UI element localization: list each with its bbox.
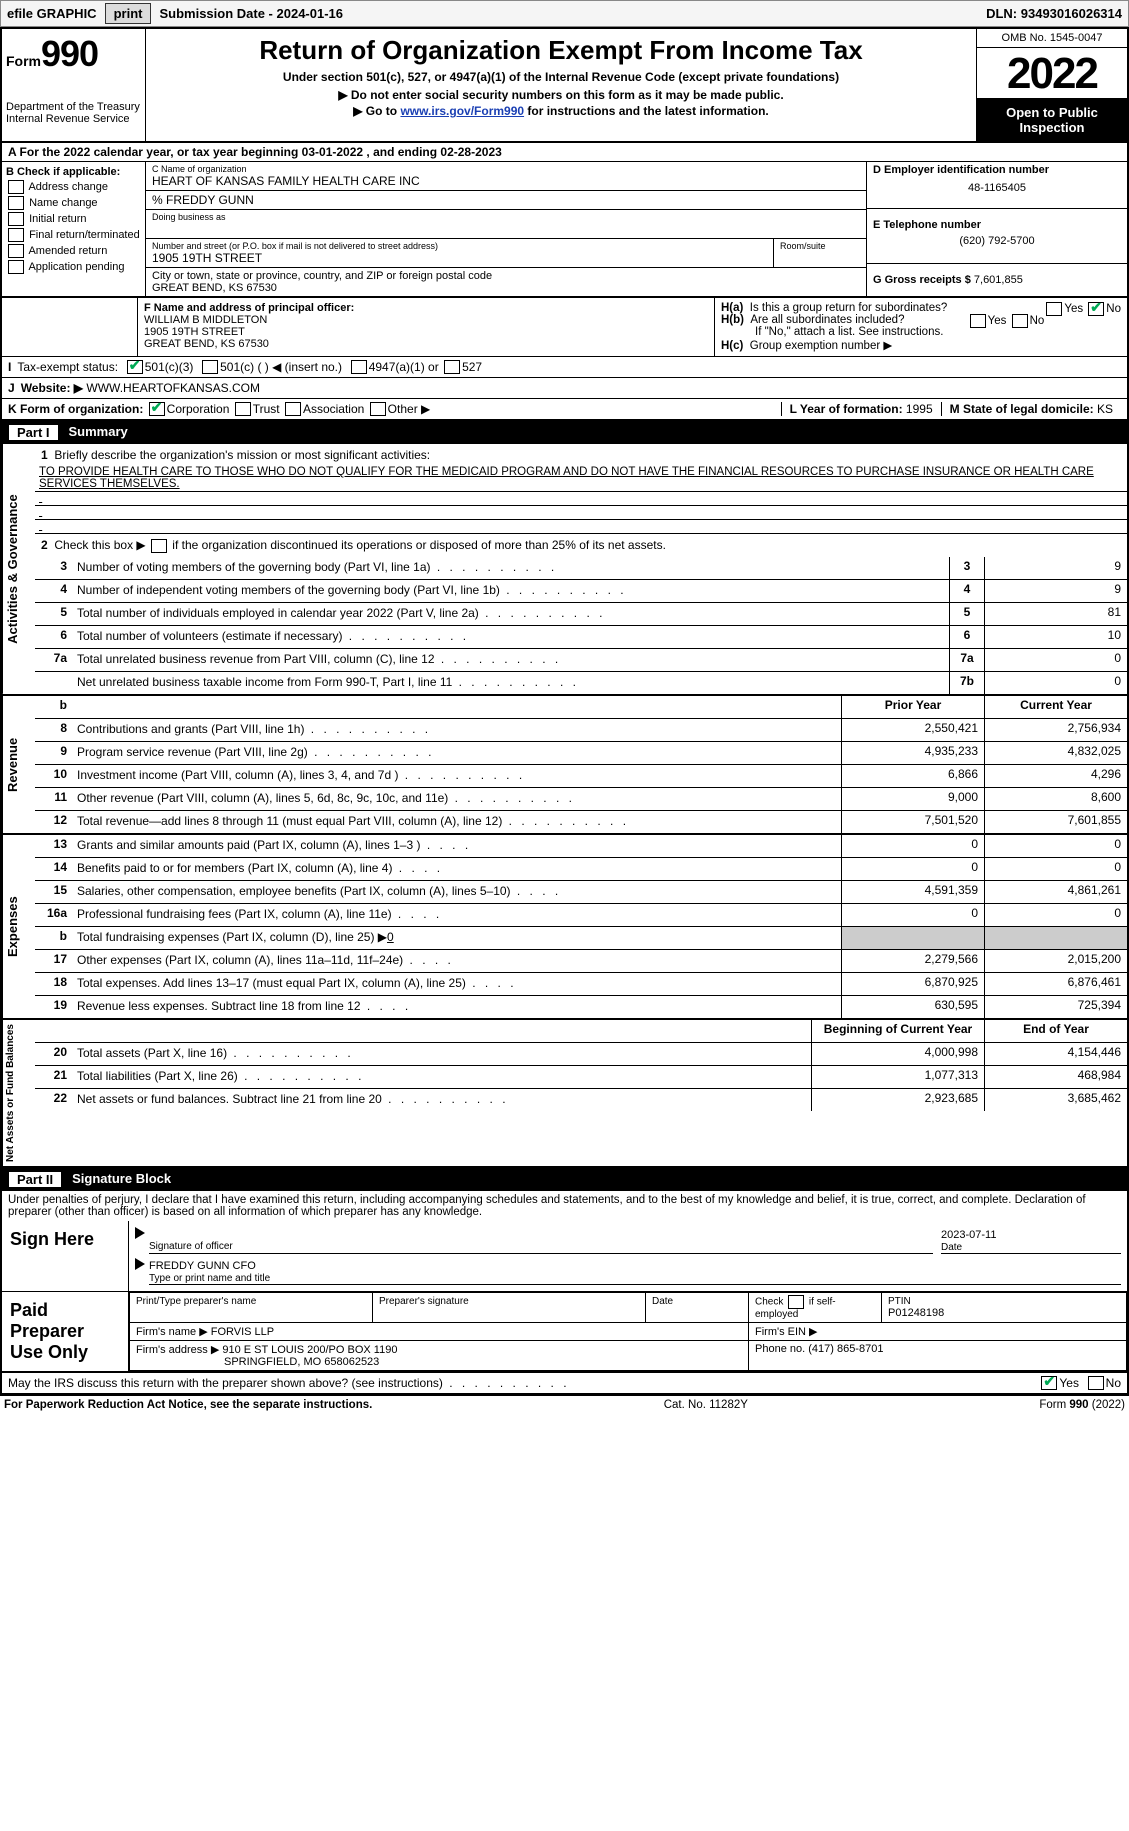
form-title: Return of Organization Exempt From Incom…	[154, 35, 968, 66]
summary-row: 5 Total number of individuals employed i…	[35, 603, 1127, 626]
entity-header: B Check if applicable: Address change Na…	[0, 162, 1129, 298]
checkbox-address-change[interactable]	[8, 180, 24, 194]
sign-arrow-icon	[135, 1258, 145, 1270]
summary-row: b Total fundraising expenses (Part IX, c…	[35, 927, 1127, 950]
part1-revenue: Revenue b Prior Year Current Year 8 Cont…	[0, 696, 1129, 835]
summary-row: 21 Total liabilities (Part X, line 26) 1…	[35, 1066, 1127, 1089]
i-527[interactable]	[444, 360, 460, 374]
checkbox-name-change[interactable]	[8, 196, 24, 210]
section-klm: K Form of organization: Corporation Trus…	[0, 399, 1129, 421]
k-corp[interactable]	[149, 402, 165, 416]
may-irs-no[interactable]	[1088, 1376, 1104, 1390]
part1-net: Net Assets or Fund Balances Beginning of…	[0, 1020, 1129, 1168]
summary-row: 7a Total unrelated business revenue from…	[35, 649, 1127, 672]
summary-row: 8 Contributions and grants (Part VIII, l…	[35, 719, 1127, 742]
summary-row: 13 Grants and similar amounts paid (Part…	[35, 835, 1127, 858]
k-assoc[interactable]	[285, 402, 301, 416]
may-irs-row: May the IRS discuss this return with the…	[0, 1373, 1129, 1395]
part1-header: Part I Summary	[0, 421, 1129, 444]
summary-row: 15 Salaries, other compensation, employe…	[35, 881, 1127, 904]
preparer-table: Print/Type preparer's name Preparer's si…	[129, 1292, 1127, 1371]
section-i: I Tax-exempt status: 501(c)(3) 501(c) ( …	[0, 357, 1129, 378]
submission-label: Submission Date - 2024-01-16	[153, 4, 349, 23]
efile-label: efile GRAPHIC	[1, 4, 103, 23]
summary-row: 6 Total number of volunteers (estimate i…	[35, 626, 1127, 649]
form-id-col: Form990 Department of the Treasury Inter…	[2, 29, 146, 141]
summary-row: 3 Number of voting members of the govern…	[35, 557, 1127, 580]
i-501c[interactable]	[202, 360, 218, 374]
section-j: J Website: ▶ WWW.HEARTOFKANSAS.COM	[0, 378, 1129, 399]
dln: DLN: 93493016026314	[980, 4, 1128, 23]
checkbox-amended[interactable]	[8, 244, 24, 258]
checkbox-app-pending[interactable]	[8, 260, 24, 274]
summary-row: 14 Benefits paid to or for members (Part…	[35, 858, 1127, 881]
part1-ag: Activities & Governance 1 Briefly descri…	[0, 444, 1129, 696]
summary-row: 17 Other expenses (Part IX, column (A), …	[35, 950, 1127, 973]
summary-row: Net unrelated business taxable income fr…	[35, 672, 1127, 694]
checkbox-initial[interactable]	[8, 212, 24, 226]
ha-yes[interactable]	[1046, 302, 1062, 316]
section-b: B Check if applicable: Address change Na…	[2, 162, 146, 296]
part1-expenses: Expenses 13 Grants and similar amounts p…	[0, 835, 1129, 1020]
summary-row: 4 Number of independent voting members o…	[35, 580, 1127, 603]
k-other[interactable]	[370, 402, 386, 416]
self-employed-checkbox[interactable]	[788, 1295, 804, 1309]
tax-year-row: A For the 2022 calendar year, or tax yea…	[0, 143, 1129, 162]
q2-checkbox[interactable]	[151, 539, 167, 553]
form-title-col: Return of Organization Exempt From Incom…	[146, 29, 976, 141]
summary-row: 18 Total expenses. Add lines 13–17 (must…	[35, 973, 1127, 996]
part2-header: Part II Signature Block	[0, 1168, 1129, 1191]
section-c: C Name of organization HEART OF KANSAS F…	[146, 162, 866, 296]
i-501c3[interactable]	[127, 360, 143, 374]
topbar: efile GRAPHIC print Submission Date - 20…	[0, 0, 1129, 27]
checkbox-final[interactable]	[8, 228, 24, 242]
summary-row: 12 Total revenue—add lines 8 through 11 …	[35, 811, 1127, 833]
print-button[interactable]: print	[105, 3, 152, 24]
form-header: Form990 Department of the Treasury Inter…	[0, 27, 1129, 143]
ha-no[interactable]	[1088, 302, 1104, 316]
summary-row: 10 Investment income (Part VIII, column …	[35, 765, 1127, 788]
section-f-h: F Name and address of principal officer:…	[0, 298, 1129, 357]
k-trust[interactable]	[235, 402, 251, 416]
year-col: OMB No. 1545-0047 2022 Open to Public In…	[976, 29, 1127, 141]
summary-row: 11 Other revenue (Part VIII, column (A),…	[35, 788, 1127, 811]
summary-row: 19 Revenue less expenses. Subtract line …	[35, 996, 1127, 1018]
summary-row: 22 Net assets or fund balances. Subtract…	[35, 1089, 1127, 1111]
section-deg: D Employer identification number 48-1165…	[866, 162, 1127, 296]
summary-row: 20 Total assets (Part X, line 16) 4,000,…	[35, 1043, 1127, 1066]
summary-row: 9 Program service revenue (Part VIII, li…	[35, 742, 1127, 765]
instructions-link[interactable]: www.irs.gov/Form990	[400, 104, 524, 118]
hb-no[interactable]	[1012, 314, 1028, 328]
summary-row: 16a Professional fundraising fees (Part …	[35, 904, 1127, 927]
hb-yes[interactable]	[970, 314, 986, 328]
sign-arrow-icon	[135, 1227, 145, 1239]
may-irs-yes[interactable]	[1041, 1376, 1057, 1390]
signature-block: Sign Here Signature of officer 2023-07-1…	[0, 1221, 1129, 1373]
declaration-text: Under penalties of perjury, I declare th…	[0, 1191, 1129, 1221]
i-4947[interactable]	[351, 360, 367, 374]
page-footer: For Paperwork Reduction Act Notice, see …	[0, 1395, 1129, 1414]
